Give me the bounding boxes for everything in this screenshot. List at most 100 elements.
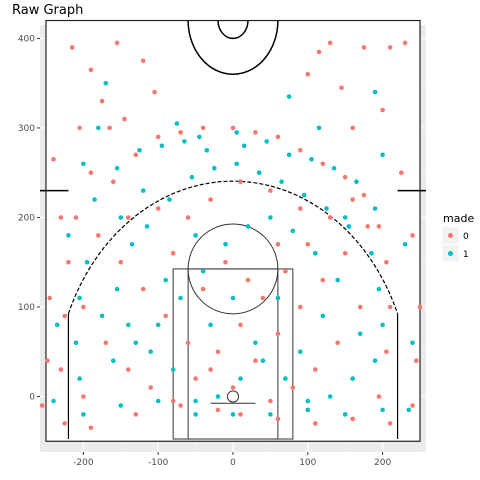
scatter-point-made-1 — [346, 224, 352, 229]
scatter-point-made-0 — [114, 40, 120, 46]
court-center-circle-inner — [217, 20, 249, 40]
scatter-point-made-0 — [62, 313, 67, 319]
scatter-point-made-1 — [92, 197, 97, 202]
scatter-point-made-1 — [264, 139, 270, 144]
scatter-point-made-0 — [268, 398, 273, 404]
scatter-point-made-1 — [256, 170, 262, 175]
scatter-point-made-1 — [298, 349, 303, 355]
scatter-point-made-1 — [324, 206, 329, 211]
data-points — [39, 40, 423, 431]
x-tick-label: 0 — [230, 458, 236, 468]
scatter-point-made-0 — [238, 412, 243, 417]
scatter-point-made-1 — [283, 376, 288, 381]
scatter-point-made-0 — [275, 242, 281, 247]
scatter-point-made-1 — [253, 340, 258, 346]
scatter-point-made-0 — [140, 286, 146, 292]
scatter-point-made-1 — [402, 242, 408, 247]
scatter-point-made-1 — [193, 233, 198, 238]
court-three-point-arc — [67, 180, 399, 314]
y-tick-label: 200 — [18, 213, 35, 223]
legend-label: 1 — [463, 250, 469, 260]
legend: made 0 1 — [441, 212, 474, 263]
scatter-point-made-0 — [253, 358, 258, 364]
scatter-point-made-1 — [335, 277, 341, 283]
scatter-point-made-0 — [305, 71, 311, 77]
scatter-point-made-0 — [193, 376, 198, 381]
scatter-point-made-0 — [126, 367, 131, 372]
scatter-point-made-0 — [342, 174, 348, 180]
court-center-circle-outer — [187, 20, 279, 75]
scatter-point-made-0 — [399, 170, 404, 175]
scatter-point-made-1 — [140, 188, 146, 193]
legend-key-point — [448, 233, 453, 238]
scatter-point-made-0 — [163, 313, 168, 319]
scatter-point-made-0 — [152, 89, 157, 95]
scatter-point-made-1 — [178, 295, 183, 301]
scatter-point-made-1 — [212, 165, 217, 171]
scatter-point-made-1 — [114, 286, 120, 292]
scatter-point-made-0 — [410, 403, 415, 408]
court-free-throw-circle — [187, 223, 279, 315]
scatter-point-made-0 — [283, 268, 288, 274]
scatter-point-made-0 — [73, 215, 79, 220]
scatter-point-made-1 — [126, 322, 131, 328]
court-overlay — [40, 19, 426, 442]
scatter-point-made-1 — [51, 398, 56, 404]
scatter-point-made-1 — [170, 367, 176, 372]
scatter-point-made-1 — [189, 174, 195, 180]
scatter-point-made-1 — [301, 192, 307, 198]
scatter-point-made-0 — [275, 331, 281, 337]
scatter-point-made-0 — [69, 45, 75, 50]
court-key-inner — [187, 268, 279, 440]
scatter-point-made-1 — [380, 322, 385, 328]
scatter-point-made-0 — [320, 161, 326, 167]
scatter-point-made-0 — [47, 295, 52, 301]
x-tick-label: 200 — [374, 458, 391, 468]
x-tick-label: -100 — [148, 458, 169, 468]
scatter-point-made-0 — [140, 58, 146, 64]
scatter-point-made-1 — [380, 152, 385, 158]
scatter-point-made-1 — [286, 152, 292, 158]
scatter-point-made-0 — [275, 416, 281, 422]
scatter-point-made-0 — [185, 215, 191, 220]
scatter-point-made-1 — [305, 407, 311, 413]
scatter-point-made-1 — [331, 165, 337, 171]
legend-title: made — [443, 212, 474, 225]
scatter-point-made-0 — [88, 67, 94, 73]
scatter-point-made-0 — [200, 125, 206, 131]
y-tick-label: 300 — [18, 124, 35, 134]
scatter-point-made-1 — [144, 224, 150, 229]
scatter-point-made-0 — [361, 192, 367, 198]
court-hoop — [226, 390, 240, 403]
scatter-point-made-0 — [99, 98, 105, 104]
legend-label: 0 — [463, 232, 469, 242]
scatter-point-made-1 — [118, 403, 124, 408]
scatter-point-made-1 — [129, 242, 135, 247]
scatter-point-made-1 — [230, 295, 236, 301]
scatter-point-made-1 — [376, 286, 382, 292]
scatter-point-made-0 — [313, 367, 318, 372]
scatter-point-made-0 — [215, 349, 221, 355]
scatter-point-made-0 — [51, 157, 56, 162]
scatter-point-made-1 — [290, 228, 296, 234]
scatter-point-made-1 — [215, 394, 221, 399]
scatter-point-made-0 — [298, 206, 303, 211]
scatter-point-made-1 — [357, 331, 363, 337]
scatter-point-made-0 — [215, 407, 221, 413]
scatter-point-made-0 — [208, 197, 213, 202]
scatter-point-made-0 — [238, 322, 243, 328]
scatter-point-made-1 — [286, 94, 292, 99]
scatter-point-made-1 — [223, 242, 228, 247]
scatter-point-made-1 — [342, 412, 348, 417]
scatter-point-made-0 — [384, 349, 389, 355]
scatter-point-made-1 — [81, 412, 86, 417]
scatter-point-made-0 — [260, 295, 266, 301]
scatter-point-made-1 — [313, 251, 318, 256]
scatter-point-made-1 — [96, 125, 101, 131]
scatter-point-made-0 — [200, 286, 206, 292]
scatter-point-made-0 — [230, 125, 236, 131]
scatter-point-made-1 — [174, 121, 180, 126]
scatter-point-made-0 — [350, 197, 356, 202]
scatter-point-made-1 — [155, 322, 161, 328]
